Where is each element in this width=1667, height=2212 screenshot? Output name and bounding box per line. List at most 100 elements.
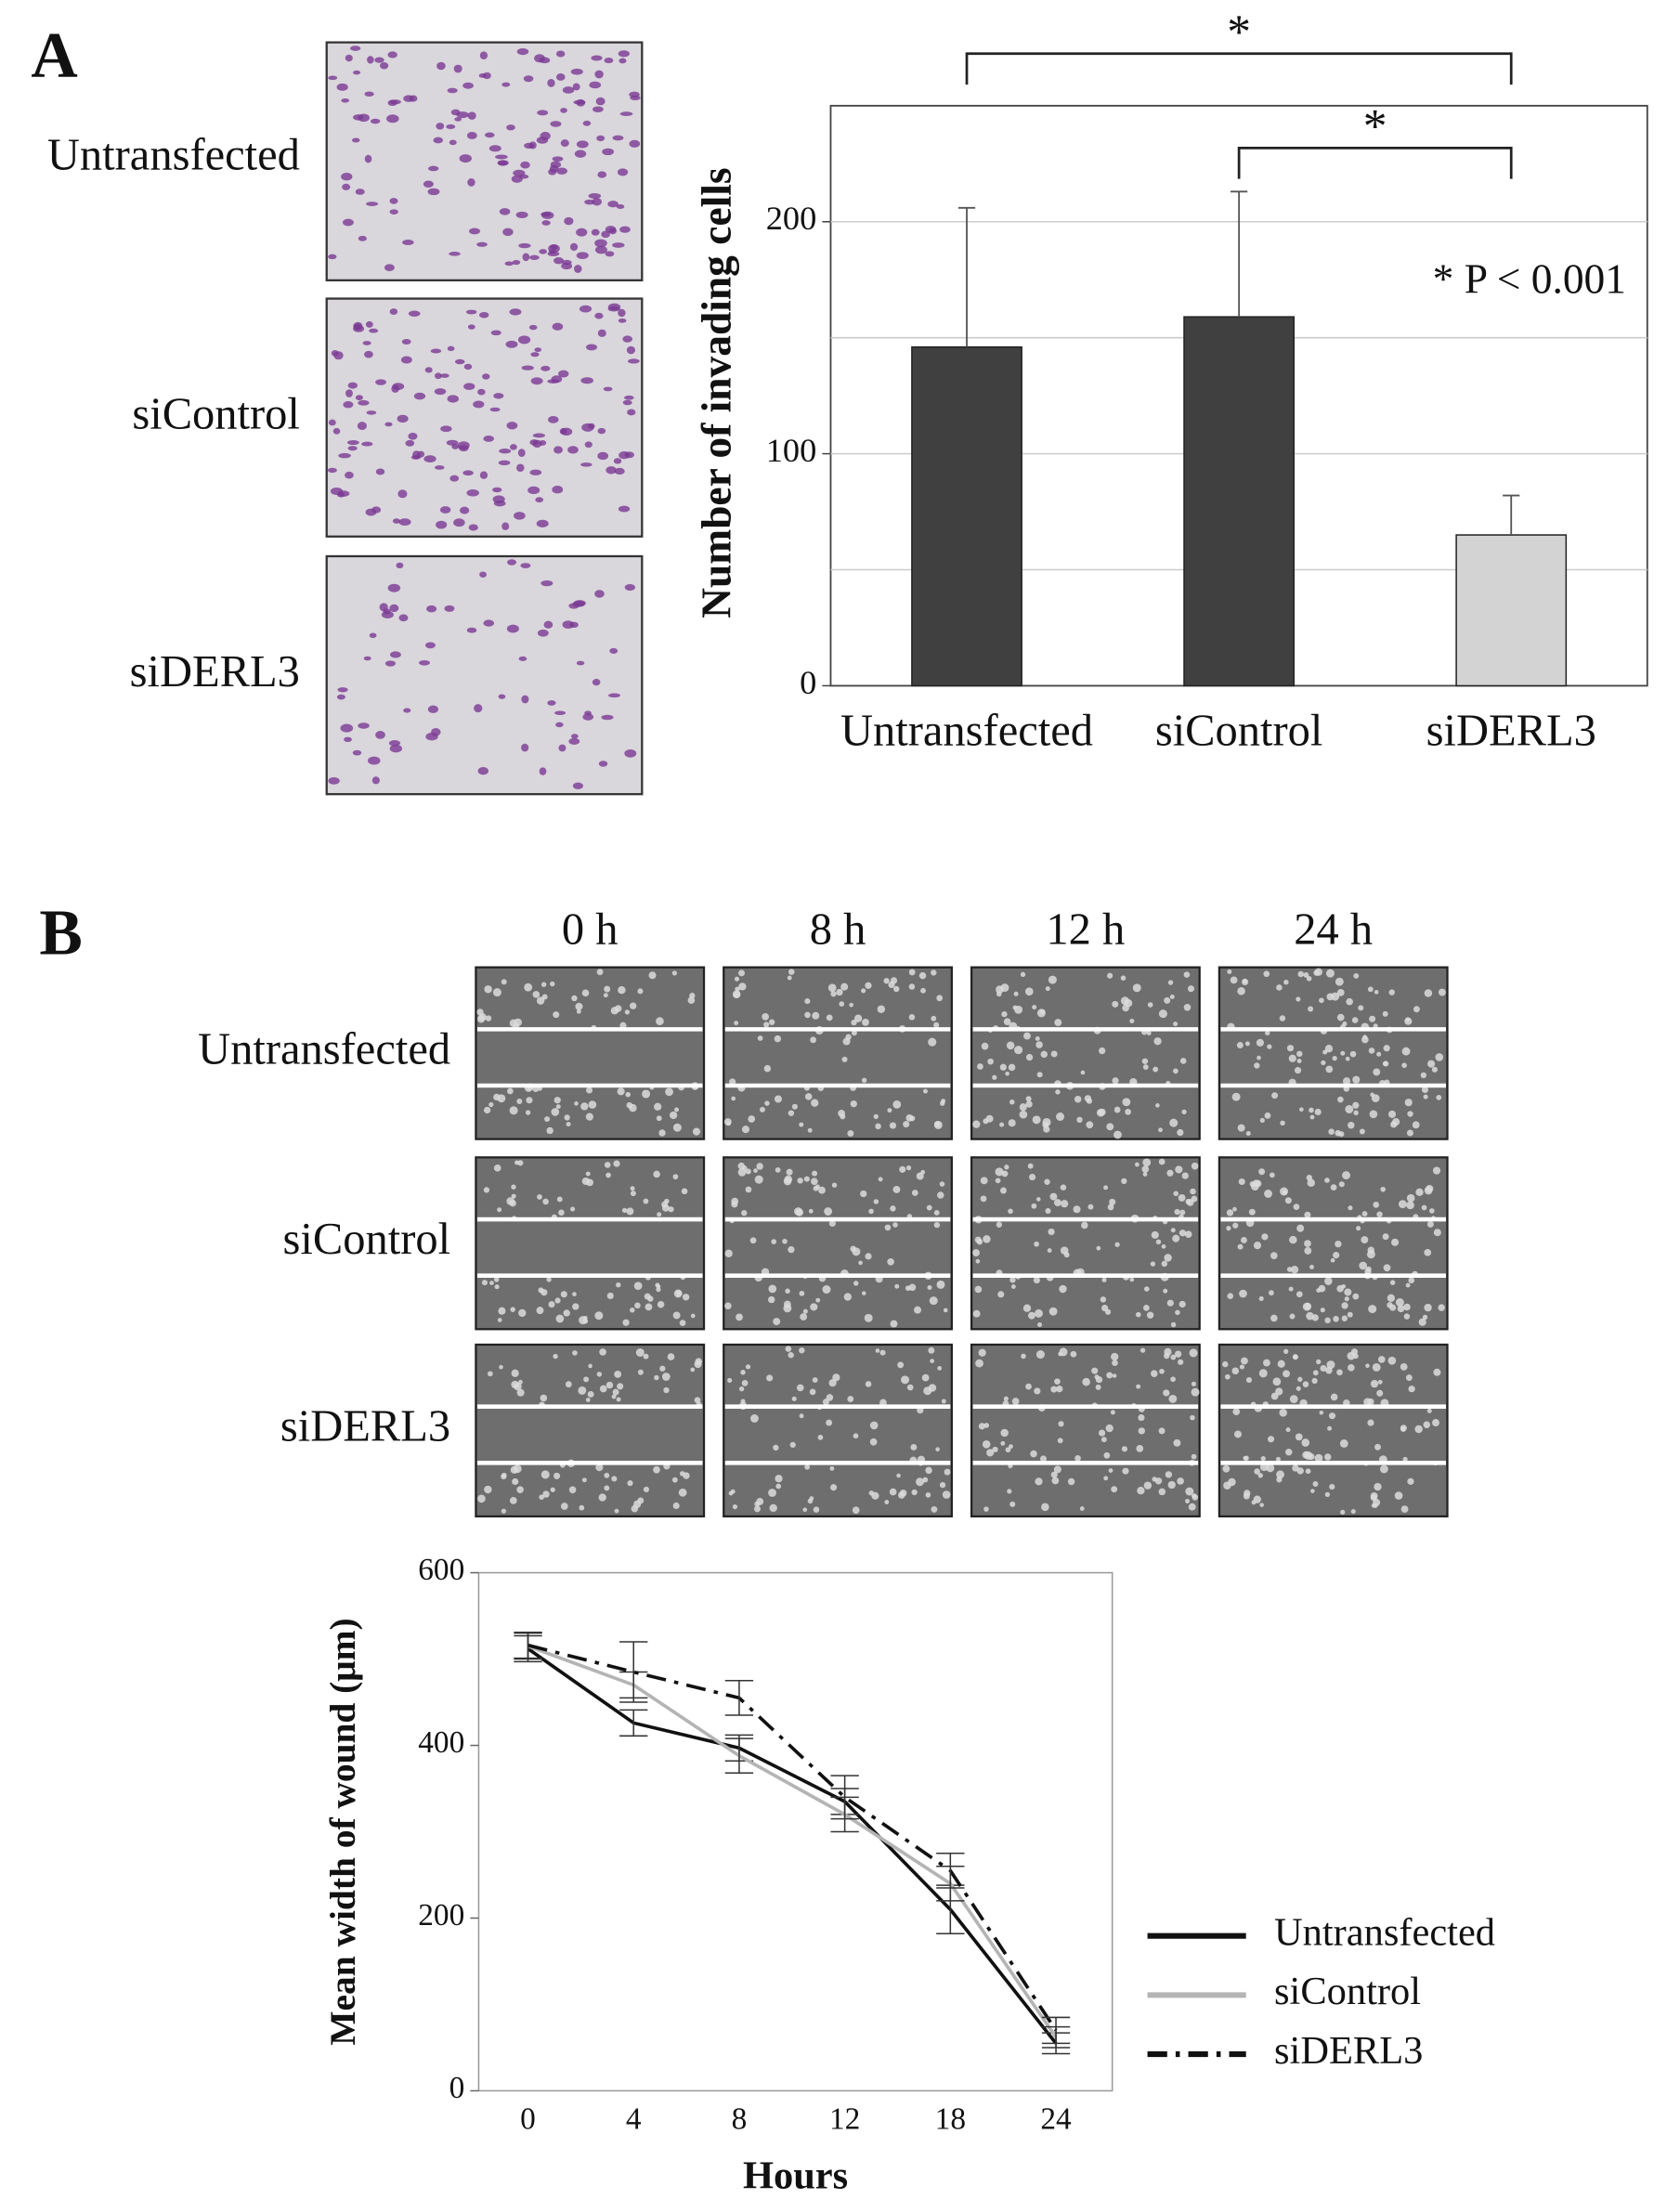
cell (618, 318, 627, 323)
cell (996, 985, 1004, 994)
cell (575, 1002, 583, 1010)
cell (903, 1121, 910, 1128)
cell (499, 449, 512, 454)
cell (346, 439, 359, 446)
cell (942, 1490, 951, 1499)
cell (483, 435, 494, 442)
cell (763, 1021, 770, 1028)
cell (1048, 1228, 1055, 1236)
cell (1296, 1224, 1305, 1232)
cell (558, 1209, 565, 1217)
bar (911, 345, 1022, 687)
cell (905, 1285, 911, 1292)
cell (367, 56, 374, 64)
cell (453, 518, 465, 527)
cell (1109, 1198, 1116, 1205)
cell (1353, 973, 1360, 979)
cell (585, 1398, 591, 1402)
cell (1290, 1266, 1299, 1274)
cell (730, 1489, 736, 1494)
cell (484, 985, 492, 994)
cell (1084, 1095, 1092, 1102)
cell (1125, 1108, 1131, 1115)
cell (1191, 1162, 1199, 1170)
y-tick-label: 400 (418, 1725, 464, 1760)
cell (328, 776, 340, 785)
cell (1158, 1488, 1166, 1496)
cell (497, 1094, 506, 1103)
cell (753, 1168, 758, 1173)
cell (423, 455, 436, 463)
cell (673, 1289, 683, 1298)
cell (1308, 1006, 1314, 1012)
cell (574, 150, 587, 158)
cell (589, 81, 602, 89)
cell (462, 82, 474, 89)
cell (1259, 1463, 1269, 1472)
cell (1121, 1446, 1128, 1452)
cell (812, 1011, 820, 1020)
cell (474, 704, 483, 713)
cell (774, 1095, 782, 1103)
cell (499, 1364, 503, 1370)
cell (592, 197, 602, 206)
cell (690, 1367, 696, 1373)
cell (1009, 1444, 1013, 1450)
cell (893, 985, 900, 993)
cell (1035, 1036, 1040, 1041)
cell (368, 756, 381, 765)
legend-label: siDERL3 (1274, 2029, 1423, 2073)
cell (1432, 1419, 1439, 1426)
cell (916, 1477, 924, 1487)
cell (625, 1091, 631, 1098)
cell (566, 1122, 571, 1127)
cell (340, 723, 354, 733)
cell (981, 1042, 989, 1050)
cell (550, 981, 555, 987)
cell (978, 1348, 986, 1357)
cell (1008, 1208, 1013, 1215)
cell (1405, 1017, 1411, 1022)
cell (1259, 1117, 1265, 1124)
cell (327, 467, 337, 474)
cell (459, 154, 472, 163)
cell (1326, 993, 1335, 1001)
x-tick-label: siDERL3 (1426, 707, 1596, 756)
y-tick-label: 200 (418, 1898, 464, 1932)
cell (1086, 1121, 1094, 1129)
cell (1433, 1229, 1441, 1237)
cell (941, 1399, 946, 1404)
cell (1306, 976, 1312, 982)
cell (540, 1289, 548, 1296)
cell (1400, 1505, 1409, 1514)
cell (1421, 1086, 1428, 1094)
cell (536, 996, 545, 1005)
cell (501, 522, 510, 530)
cell (1329, 1484, 1335, 1490)
cell (1370, 1379, 1379, 1388)
cell (995, 1167, 1004, 1177)
cell (543, 620, 553, 629)
cell (509, 1497, 517, 1504)
cell (552, 485, 564, 494)
cell (595, 1464, 604, 1472)
cell (1338, 1181, 1345, 1188)
cell (532, 991, 540, 998)
cell (741, 1380, 749, 1386)
cell (1103, 1451, 1111, 1459)
cell (1061, 1200, 1069, 1208)
cell (1320, 1364, 1327, 1373)
cell (398, 614, 409, 622)
cell (930, 1359, 935, 1363)
cell (737, 1168, 747, 1177)
cell (1438, 1304, 1445, 1311)
cell (1132, 983, 1141, 993)
cell (565, 1381, 572, 1388)
cell (1420, 1072, 1427, 1079)
cell (1422, 1314, 1428, 1321)
cell (1006, 1041, 1015, 1050)
cell (572, 1303, 580, 1310)
cell (358, 722, 370, 729)
cell (1299, 1107, 1304, 1113)
cell (597, 451, 609, 461)
